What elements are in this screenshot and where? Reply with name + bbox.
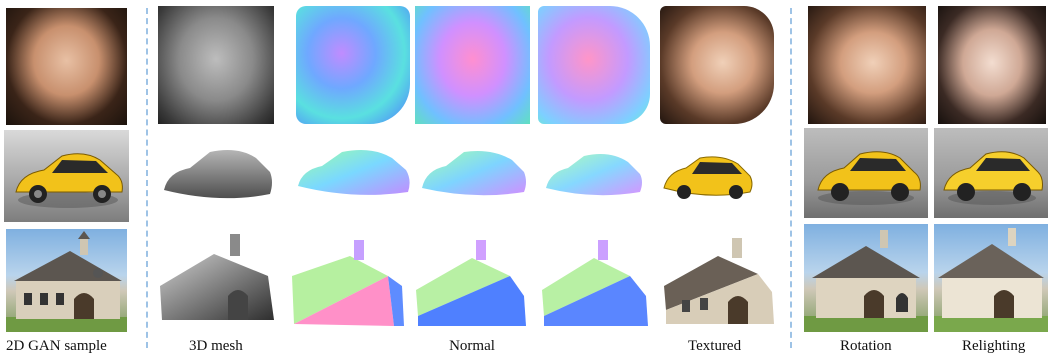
caption-relighting: Relighting [962,338,1026,354]
normal-face-3 [538,6,650,124]
textured-car-graphic [663,156,753,199]
normal-car-3-graphic [546,154,642,196]
mesh-church [158,232,278,324]
normal-face-1 [296,6,410,124]
right-section-divider [790,8,792,348]
gan-sample-face [6,8,127,125]
textured-face [660,6,774,124]
normal-car-1-graphic [298,150,410,195]
church-photo-graphic [6,231,127,332]
rotation-car-graphic [817,151,921,205]
mesh-church-graphic [160,234,274,320]
relighting-car [934,128,1048,218]
caption-rotation: Rotation [840,338,892,354]
normal-church-1-graphic [292,240,404,326]
textured-car [662,148,756,206]
rotation-church [804,224,928,332]
textured-church [662,234,778,326]
relighting-car-graphic [943,151,1043,205]
caption-normal: Normal [449,338,495,354]
relighting-face [938,6,1046,124]
normal-church-2-graphic [416,240,526,326]
left-section-divider [146,8,148,348]
caption-textured: Textured [688,338,742,354]
textured-church-graphic [664,238,774,324]
normal-car-2 [418,140,530,204]
mesh-face [158,6,274,124]
normal-car-3 [544,144,646,204]
gan-sample-car [4,130,129,222]
caption-3d-mesh: 3D mesh [189,338,243,354]
normal-church-1 [290,236,410,328]
normal-church-2 [412,236,532,328]
relighting-church-graphic [934,228,1048,332]
rotation-face [808,6,926,124]
gan-sample-church [6,229,127,332]
normal-church-3-graphic [542,240,648,326]
normal-car-2-graphic [422,151,526,196]
mesh-car [160,138,276,208]
normal-face-2 [415,6,530,124]
car-photo-graphic [15,153,123,208]
relighting-church [934,224,1048,332]
normal-car-1 [296,140,412,204]
mesh-car-graphic [164,150,272,199]
rotation-car [804,128,928,218]
rotation-church-graphic [804,230,928,332]
normal-church-3 [538,236,652,328]
caption-2d-gan-sample: 2D GAN sample [6,338,107,354]
